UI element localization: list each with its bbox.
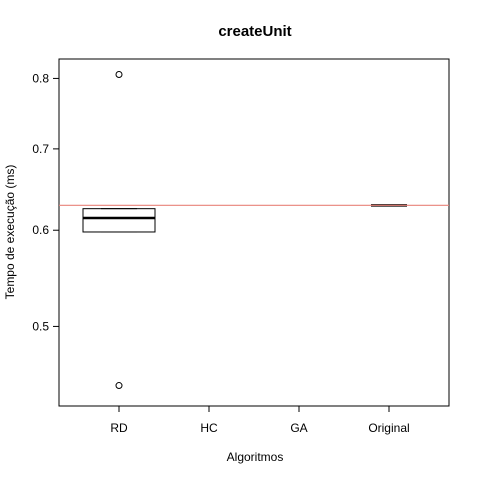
x-tick-label-2: GA: [290, 421, 307, 435]
y-tick-label-1: 0.6: [32, 223, 49, 237]
y-tick-label-2: 0.7: [32, 142, 49, 156]
outlier-rd-0: [115, 70, 123, 78]
x-tick-label-1: HC: [200, 421, 218, 435]
x-tick-label-3: Original: [368, 421, 409, 435]
y-axis-label: Tempo de execução (ms): [3, 165, 17, 300]
outlier-rd-1: [115, 382, 123, 390]
chart-title: createUnit: [218, 23, 291, 40]
box-rd: [82, 70, 156, 390]
box-body-rd: [82, 208, 156, 233]
plot-area: 0.5 0.6 0.7 0.8 RD HC GA Original: [32, 58, 450, 435]
y-tick-label-3: 0.8: [32, 71, 49, 85]
x-axis-label: Algoritmos: [227, 450, 284, 464]
x-tick-label-0: RD: [110, 421, 128, 435]
plot-frame: [58, 58, 450, 407]
y-tick-label-0: 0.5: [32, 319, 49, 333]
